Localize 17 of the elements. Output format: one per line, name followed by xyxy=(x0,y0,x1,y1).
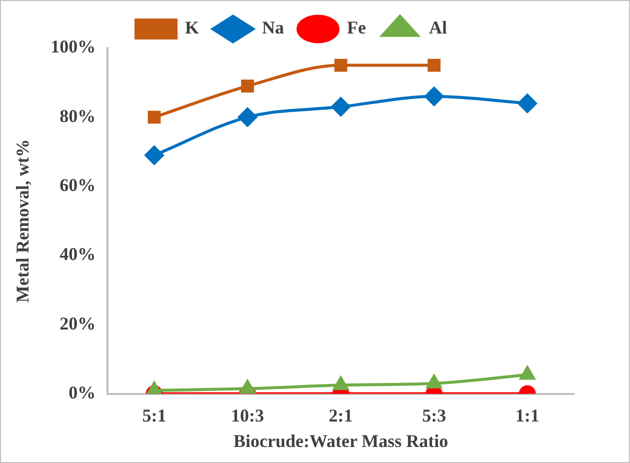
y-tick-label: 0% xyxy=(68,382,96,402)
y-tick-label: 40% xyxy=(60,244,96,264)
legend-label: K xyxy=(185,18,200,38)
y-axis-title: Metal Removal, wt% xyxy=(12,139,32,303)
x-tick-label: 10:3 xyxy=(231,405,264,426)
x-axis-title: Biocrude:Water Mass Ratio xyxy=(233,430,448,451)
y-tick-label: 80% xyxy=(60,106,96,126)
legend-label: Na xyxy=(262,18,284,38)
x-tick-label: 1:1 xyxy=(515,405,540,426)
legend-label: Fe xyxy=(347,18,366,38)
x-tick-label: 5:1 xyxy=(142,405,166,426)
y-tick-label: 100% xyxy=(50,36,96,57)
y-tick-label: 20% xyxy=(60,313,96,334)
legend-label: Al xyxy=(428,18,447,38)
y-tick-label: 60% xyxy=(60,174,96,195)
x-tick-label: 5:3 xyxy=(422,405,446,426)
x-tick-label: 2:1 xyxy=(328,405,353,426)
